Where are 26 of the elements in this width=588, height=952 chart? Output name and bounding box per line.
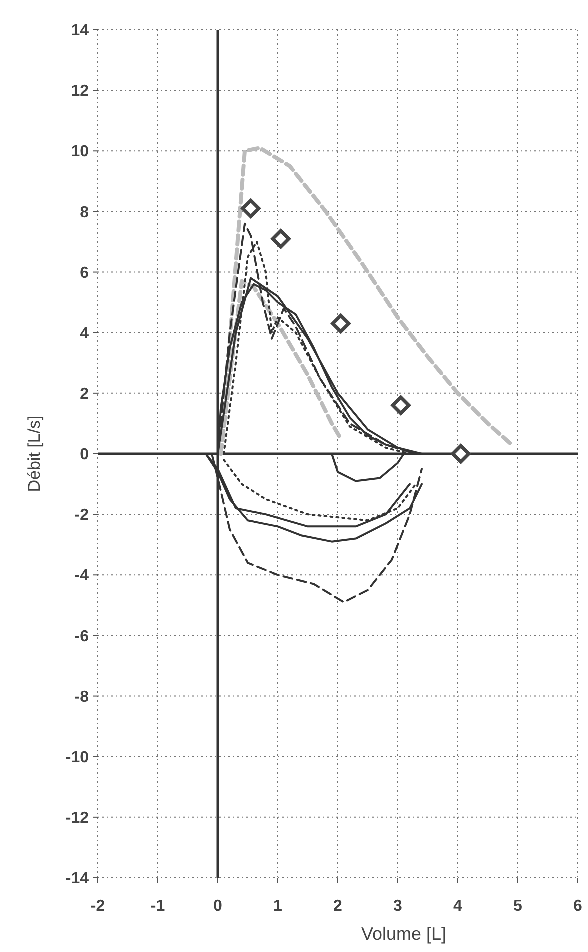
y-tick-label: 0 [80, 446, 90, 464]
x-tick-label: 4 [454, 898, 463, 915]
y-tick-label: 14 [71, 22, 90, 40]
x-tick-label: 5 [514, 898, 523, 915]
y-tick-label: 8 [80, 204, 90, 222]
x-tick-label: 0 [214, 898, 223, 915]
x-tick-label: 2 [334, 898, 343, 915]
y-tick-label: 6 [80, 264, 90, 282]
x-tick-label: 1 [274, 898, 283, 915]
y-tick-label: 10 [71, 144, 90, 161]
y-tick-label: 2 [80, 386, 90, 404]
y-axis-title: Débit [L/s] [25, 416, 44, 492]
y-tick-label: -10 [66, 749, 90, 766]
x-tick-label: 6 [574, 898, 583, 915]
x-tick-label: -1 [150, 898, 166, 915]
y-tick-label: -8 [74, 688, 90, 706]
y-tick-label: -12 [66, 810, 90, 828]
y-tick-label: 12 [71, 83, 90, 100]
x-tick-label: -2 [90, 898, 106, 915]
x-tick-label: 3 [394, 898, 403, 915]
y-tick-label: -4 [74, 568, 90, 585]
x-axis-title: Volume [L] [361, 924, 447, 944]
y-tick-label: -2 [74, 507, 90, 524]
y-tick-label: -6 [74, 628, 90, 646]
y-tick-label: 4 [80, 325, 90, 342]
y-tick-label: -14 [66, 870, 90, 888]
